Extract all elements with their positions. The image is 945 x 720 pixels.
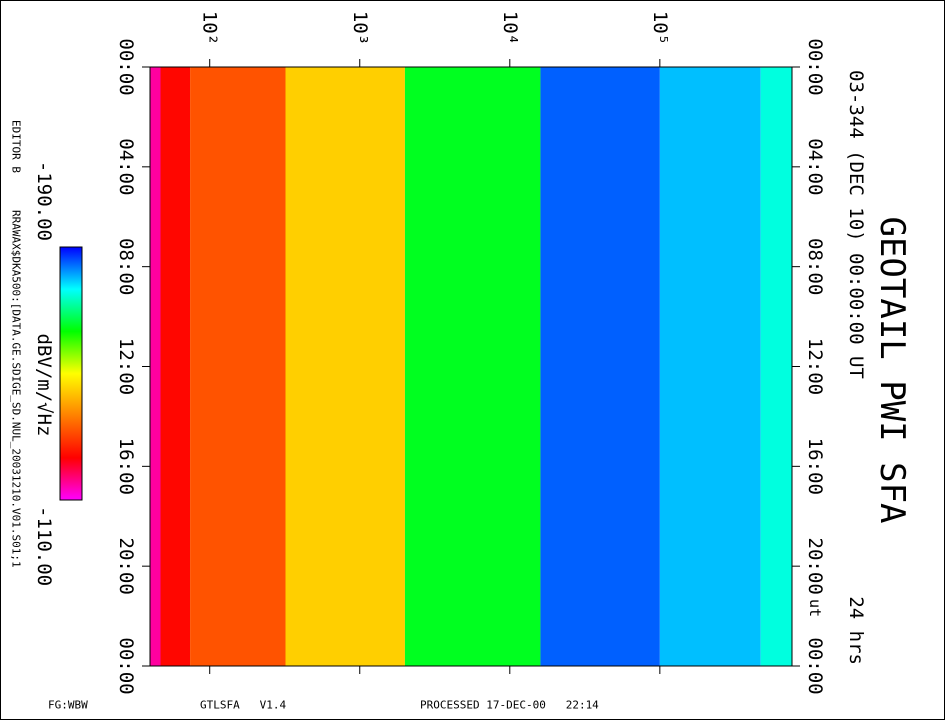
chart-title: GEOTAIL PWI SFA — [872, 216, 912, 523]
y-tick-label: 08:00 — [804, 238, 826, 295]
spectrogram-cell — [404, 67, 541, 666]
footer-text: FG:WBW — [48, 699, 88, 712]
y-tick-label: 12:00 — [804, 338, 826, 395]
y-tick-label: 04:00 — [804, 138, 826, 195]
x-tick-label: 10² — [199, 11, 221, 45]
x-tick-label: 10⁴ — [499, 11, 521, 45]
x-tick-label: 10³ — [349, 11, 371, 45]
spectrogram-cell — [160, 67, 191, 666]
file-label: RRAWAX$DKA500:[DATA.GE.SDIGE_SD.NUL_2003… — [10, 210, 23, 568]
colorbar — [59, 246, 83, 501]
colorbar-tick-label: -110.00 — [33, 506, 55, 586]
y-tick-label: 08:00 — [115, 238, 137, 295]
y-tick-label: 16:00 — [804, 438, 826, 495]
duration-label: 24 hrs — [845, 596, 867, 665]
spectrogram-cell — [760, 67, 792, 666]
spectrogram-cell — [150, 67, 161, 666]
y-tick-label: 00:00 — [804, 38, 826, 95]
y-tick-label: 00:00 — [804, 637, 826, 694]
footer-text: PROCESSED 17-DEC-00 22:14 — [420, 699, 599, 712]
spectrogram-cell — [190, 67, 286, 666]
y-tick-label: 00:00 — [115, 637, 137, 694]
y-tick-label: 00:00 — [115, 38, 137, 95]
spectrogram-cell — [285, 67, 405, 666]
spectrogram-cell — [540, 67, 660, 666]
subtitle: 03-344 (DEC 10) 00:00:00 UT — [845, 70, 867, 379]
y-tick-label: 20:00 — [804, 538, 826, 595]
y-tick-label: 20:00 — [115, 538, 137, 595]
y-tick-label: 04:00 — [115, 138, 137, 195]
time-unit-label: ut — [806, 599, 824, 617]
x-tick-label: 10⁵ — [649, 11, 671, 45]
colorbar-tick-label: -190.00 — [33, 161, 55, 241]
footer-text: GTLSFA V1.4 — [200, 699, 286, 712]
editor-label: EDITOR B — [10, 120, 23, 173]
y-tick-label: 12:00 — [115, 338, 137, 395]
colorbar-label: dBV/m/√Hz — [33, 334, 55, 437]
spectrogram-cell — [659, 67, 761, 666]
y-tick-label: 16:00 — [115, 438, 137, 495]
